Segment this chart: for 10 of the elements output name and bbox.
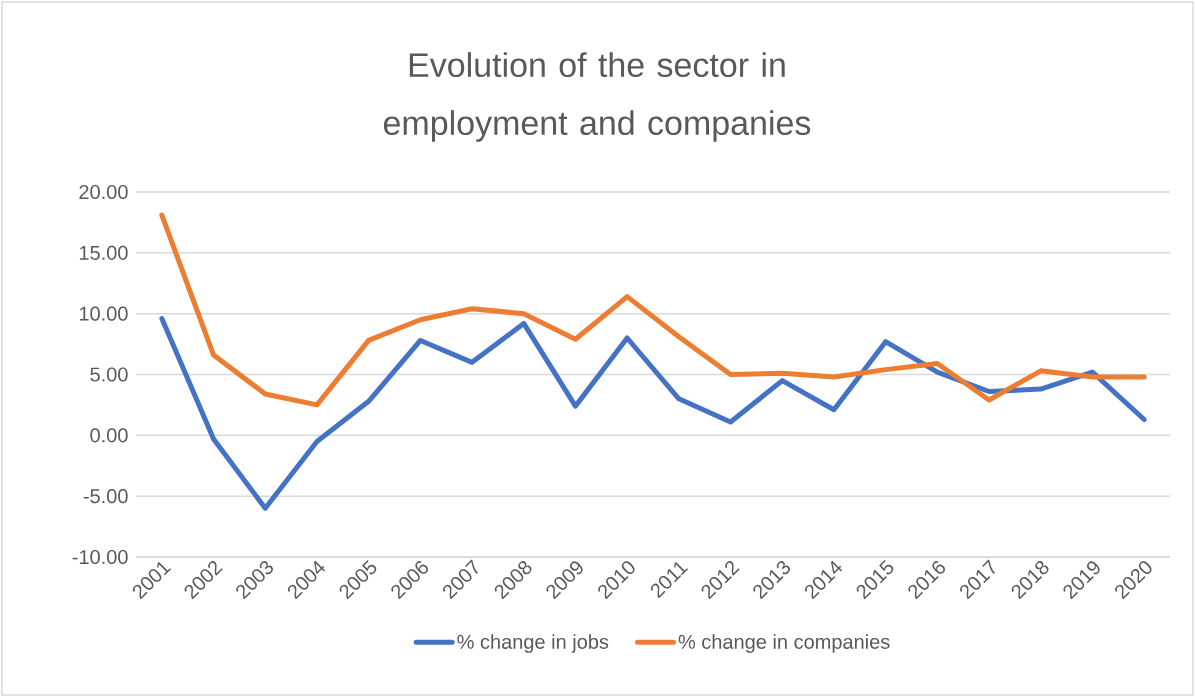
y-tick-label: -10.00 (72, 549, 128, 565)
legend-label: % change in jobs (457, 634, 609, 653)
legend-label: % change in companies (678, 634, 890, 653)
y-tick-label: 5.00 (90, 367, 128, 382)
y-tick-label: 10.00 (79, 306, 128, 321)
y-tick-label: -5.00 (83, 489, 128, 504)
y-tick-label: 0.00 (90, 428, 128, 443)
y-tick-label: 20.00 (79, 184, 128, 200)
y-tick-label: 15.00 (79, 245, 128, 260)
chart-title: Evolution of the sector in employment and companies (383, 52, 811, 142)
